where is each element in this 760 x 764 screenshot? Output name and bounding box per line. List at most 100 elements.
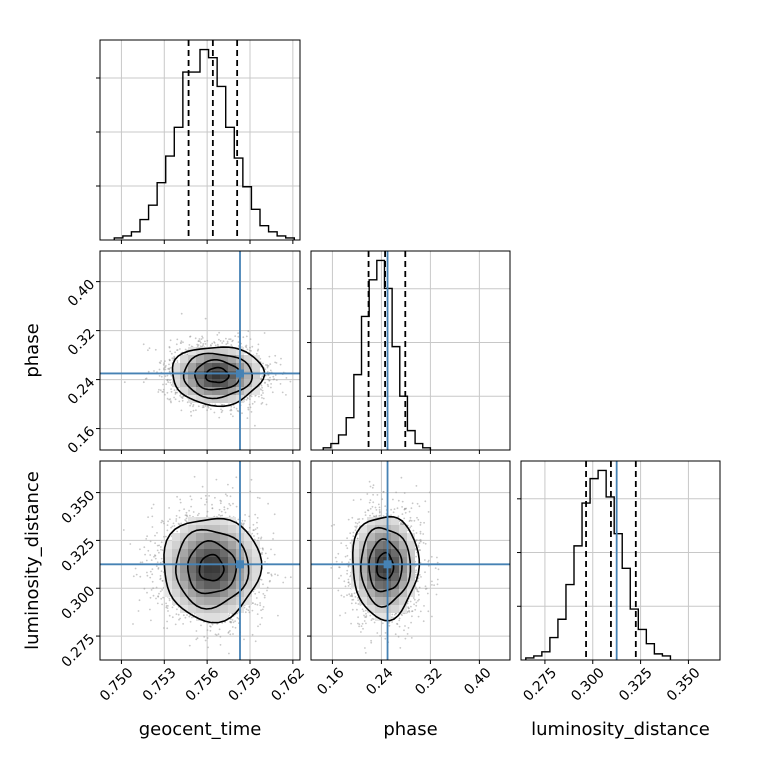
scatter-point	[419, 610, 422, 613]
scatter-point	[412, 597, 415, 599]
scatter-point	[223, 508, 226, 511]
scatter-point	[233, 406, 236, 409]
scatter-point	[257, 343, 260, 346]
scatter-point	[364, 647, 366, 649]
density-cell	[244, 541, 252, 549]
scatter-point	[354, 596, 357, 598]
scatter-point	[400, 476, 403, 479]
scatter-point	[423, 605, 425, 607]
scatter-point	[237, 341, 240, 343]
scatter-point	[185, 517, 188, 520]
density-cell	[375, 541, 383, 549]
scatter-point	[275, 362, 278, 364]
scatter-point	[163, 367, 165, 370]
scatter-point	[413, 598, 416, 601]
scatter-point	[391, 616, 393, 619]
scatter-point	[427, 559, 430, 562]
scatter-point	[418, 586, 421, 589]
density-cell	[220, 387, 228, 395]
density-cell	[244, 589, 252, 597]
scatter-point	[374, 506, 377, 509]
density-cell	[164, 541, 172, 549]
scatter-point	[407, 627, 410, 629]
scatter-point	[228, 614, 231, 616]
scatter-point	[178, 509, 181, 512]
scatter-point	[347, 561, 350, 564]
scatter-point	[231, 619, 234, 621]
scatter-point	[179, 617, 182, 620]
density-cell	[391, 597, 399, 605]
histogram-background-luminosity_distance	[521, 461, 720, 660]
scatter-point	[163, 535, 165, 538]
scatter-point	[252, 602, 255, 604]
density-cell	[188, 565, 196, 573]
scatter-point	[411, 610, 414, 612]
scatter-point	[199, 345, 202, 348]
scatter-point	[236, 612, 239, 615]
scatter-point	[169, 379, 171, 382]
scatter-point	[149, 608, 151, 611]
scatter-point	[410, 605, 412, 608]
scatter-point	[248, 606, 251, 608]
scatter-point	[363, 620, 366, 622]
scatter-point	[132, 623, 134, 625]
scatter-point	[195, 630, 198, 632]
scatter-point	[150, 619, 152, 622]
scatter-point	[174, 351, 177, 354]
scatter-point	[185, 521, 188, 523]
scatter-point	[176, 349, 179, 351]
y-tick-label-phase-0: 0.16	[65, 423, 98, 456]
scatter-point	[200, 624, 202, 627]
scatter-point	[202, 404, 205, 407]
scatter-point	[353, 592, 356, 595]
scatter-point	[193, 475, 196, 478]
scatter-point	[190, 410, 192, 413]
scatter-point	[262, 593, 265, 595]
scatter-point	[267, 378, 269, 381]
scatter-point	[365, 616, 367, 619]
y-tick-label-luminosity_distance-0: 0.275	[59, 631, 99, 671]
density-cell	[252, 557, 260, 565]
scatter-point	[257, 625, 259, 628]
scatter-point	[164, 393, 166, 396]
scatter-point	[435, 593, 438, 596]
scatter-point	[253, 401, 256, 403]
scatter-point	[367, 509, 369, 512]
density-cell	[180, 387, 188, 395]
scatter-point	[258, 497, 261, 499]
scatter-point	[211, 507, 214, 510]
scatter-point	[223, 506, 226, 509]
scatter-point	[175, 613, 178, 615]
density-cell	[180, 533, 188, 541]
scatter-point	[263, 596, 266, 599]
scatter-point	[154, 542, 157, 544]
posterior-2d-phase_vs_geocent_time	[96, 250, 301, 454]
scatter-point	[424, 571, 426, 574]
scatter-point	[215, 634, 218, 636]
density-cell	[228, 379, 236, 387]
density-cell	[196, 557, 204, 565]
scatter-point	[347, 585, 350, 587]
scatter-point	[229, 633, 232, 636]
truth-marker-luminosity_distance_vs_geocent_time	[236, 560, 244, 569]
scatter-point	[201, 406, 204, 409]
scatter-point	[257, 539, 259, 542]
scatter-point	[165, 602, 168, 605]
scatter-point	[232, 502, 234, 505]
scatter-point	[339, 614, 341, 617]
scatter-point	[406, 633, 409, 635]
scatter-point	[173, 396, 176, 399]
scatter-point	[431, 615, 433, 618]
scatter-point	[158, 368, 161, 371]
density-cell	[228, 573, 236, 581]
density-cell	[244, 533, 252, 541]
scatter-point	[167, 368, 170, 370]
scatter-point	[260, 384, 263, 387]
scatter-point	[388, 622, 390, 624]
scatter-point	[346, 594, 348, 597]
scatter-point	[390, 508, 392, 511]
scatter-point	[200, 338, 203, 340]
scatter-point	[250, 478, 253, 481]
scatter-point	[192, 409, 195, 412]
scatter-point	[275, 379, 278, 381]
